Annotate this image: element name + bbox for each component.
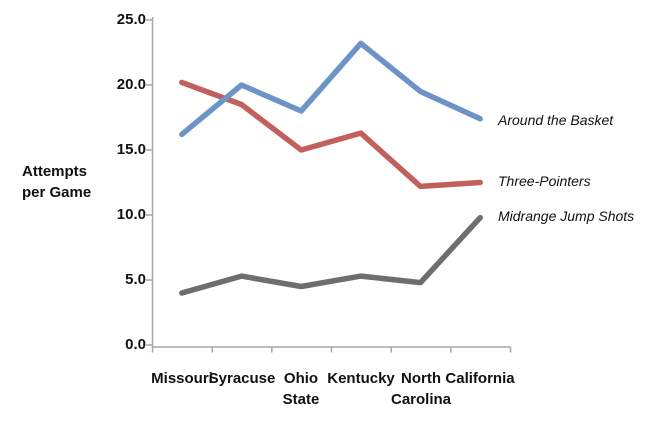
series-line-midrange-jump-shots [179,214,483,296]
y-axis-title-line2: per Game [22,184,92,201]
y-axis-title: Attempts per Game [22,161,91,203]
y-tick-label: 0.0 [125,336,146,353]
y-tick-label: 15.0 [116,141,146,158]
y-axis-ticks [146,19,153,346]
x-tick-label-syracuse: Syracuse [208,370,276,387]
x-tick-label-ohio-state: Ohio State [282,370,320,408]
series-label-around-the-basket: Around the Basket [498,112,614,128]
y-tick-label: 25.0 [116,11,146,28]
x-tick-label-missouri: Missouri [151,370,213,387]
series-label-midrange-jump-shots: Midrange Jump Shots [498,208,635,224]
y-tick-label: 20.0 [116,76,146,93]
series-line-around-the-basket [179,40,483,138]
x-tick-label-california: California [445,370,515,387]
y-tick-label: 10.0 [116,206,146,223]
y-tick-label: 5.0 [125,271,146,288]
x-tick-label-kentucky: Kentucky [327,370,395,387]
x-tick-label-north-carolina: North Carolina [390,370,451,408]
series-line-three-pointers [179,79,483,190]
series-label-three-pointers: Three-Pointers [498,173,591,189]
x-axis-ticks [151,347,512,353]
y-axis-title-line1: Attempts [22,163,88,180]
